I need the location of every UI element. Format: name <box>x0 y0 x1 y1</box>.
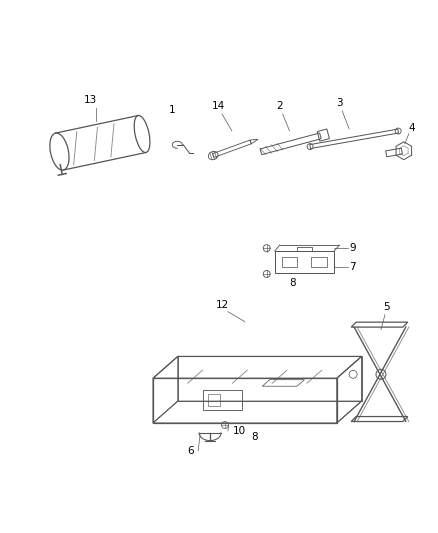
Text: 8: 8 <box>251 432 258 442</box>
Text: 4: 4 <box>409 123 415 133</box>
Text: 6: 6 <box>187 446 194 456</box>
Text: 13: 13 <box>84 95 97 105</box>
Text: 9: 9 <box>349 243 356 253</box>
Text: 8: 8 <box>290 278 296 288</box>
Text: 12: 12 <box>215 300 229 310</box>
Text: 3: 3 <box>336 98 343 108</box>
Text: 10: 10 <box>233 426 247 436</box>
Text: 1: 1 <box>169 105 176 115</box>
Text: 14: 14 <box>212 101 225 111</box>
Text: 7: 7 <box>349 262 356 272</box>
Text: 5: 5 <box>384 302 390 312</box>
Text: 2: 2 <box>276 101 283 111</box>
